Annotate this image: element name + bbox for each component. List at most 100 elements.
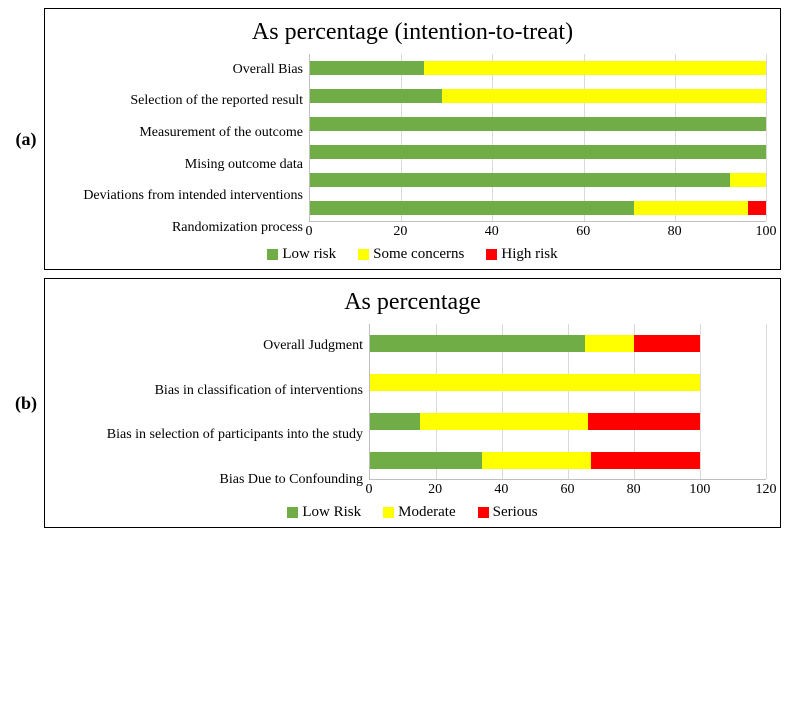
bar-segment	[424, 61, 766, 75]
bar-segment	[370, 452, 482, 469]
stacked-bar	[310, 89, 766, 103]
x-tick-label: 60	[576, 224, 590, 240]
stacked-bar	[370, 452, 700, 469]
legend-item: Moderate	[383, 504, 455, 521]
legend-item: High risk	[486, 246, 557, 263]
bar-segment	[310, 201, 634, 215]
bar-segment	[634, 335, 700, 352]
bar-segment	[482, 452, 591, 469]
x-tick-label: 60	[561, 482, 575, 498]
x-tick-label: 80	[668, 224, 682, 240]
panel-b-legend: Low Risk Moderate Serious	[59, 504, 766, 521]
bar-segment	[310, 117, 766, 131]
panel-a: As percentage (intention-to-treat) Overa…	[44, 8, 781, 270]
category-label: Randomization process	[59, 214, 303, 242]
bar-segment	[442, 89, 766, 103]
legend-swatch	[287, 507, 298, 518]
stacked-bar	[310, 61, 766, 75]
bar-segment	[310, 61, 424, 75]
stacked-bar	[370, 335, 700, 352]
panel-a-x-axis: 020406080100	[309, 222, 766, 244]
panel-a-label: (a)	[8, 129, 44, 150]
x-tick-label: 100	[689, 482, 710, 498]
category-label: Measurement of the outcome	[59, 119, 303, 147]
panel-b-title: As percentage	[59, 289, 766, 316]
legend-swatch	[358, 249, 369, 260]
x-tick-label: 20	[428, 482, 442, 498]
bar-row	[370, 324, 766, 363]
x-tick-label: 100	[756, 224, 777, 240]
category-label: Deviations from intended interventions	[59, 182, 303, 210]
stacked-bar	[310, 201, 766, 215]
panel-b-x-axis: 020406080100120	[369, 480, 766, 502]
bar-row	[310, 194, 766, 222]
panel-a-title: As percentage (intention-to-treat)	[59, 19, 766, 46]
category-label: Bias in classification of interventions	[59, 371, 363, 410]
panel-a-plot	[309, 54, 766, 222]
bar-segment	[591, 452, 700, 469]
bar-segment	[370, 374, 700, 391]
category-label: Overall Judgment	[59, 327, 363, 366]
grid-line	[766, 324, 767, 479]
bar-segment	[370, 413, 420, 430]
legend-item: Some concerns	[358, 246, 464, 263]
bar-segment	[420, 413, 588, 430]
panel-b-category-labels: Overall Judgment Bias in classification o…	[59, 324, 369, 502]
legend-label: Low Risk	[302, 504, 361, 521]
x-tick-label: 120	[756, 482, 777, 498]
stacked-bar	[370, 374, 700, 391]
legend-swatch	[383, 507, 394, 518]
category-label: Bias Due to Confounding	[59, 460, 363, 499]
legend-label: High risk	[501, 246, 557, 263]
legend-label: Low risk	[282, 246, 336, 263]
x-tick-label: 80	[627, 482, 641, 498]
legend-item: Serious	[478, 504, 538, 521]
bar-row	[310, 166, 766, 194]
category-label: Overall Bias	[59, 56, 303, 84]
bar-segment	[585, 335, 635, 352]
legend-swatch	[267, 249, 278, 260]
legend-swatch	[478, 507, 489, 518]
bar-row	[370, 363, 766, 402]
category-label: Selection of the reported result	[59, 87, 303, 115]
panel-b-chart: Overall Judgment Bias in classification o…	[59, 324, 766, 502]
bar-row	[310, 110, 766, 138]
x-tick-label: 0	[306, 224, 313, 240]
stacked-bar	[370, 413, 700, 430]
x-tick-label: 40	[485, 224, 499, 240]
x-tick-label: 20	[393, 224, 407, 240]
bar-segment	[310, 89, 442, 103]
panel-a-row: (a) As percentage (intention-to-treat) O…	[8, 8, 781, 270]
x-tick-label: 40	[494, 482, 508, 498]
panel-a-legend: Low risk Some concerns High risk	[59, 246, 766, 263]
stacked-bar	[310, 173, 766, 187]
panel-b-row: (b) As percentage Overall Judgment Bias i…	[8, 278, 781, 528]
panel-b: As percentage Overall Judgment Bias in cl…	[44, 278, 781, 528]
category-label: Bias in selection of participants into t…	[59, 416, 363, 455]
legend-label: Serious	[493, 504, 538, 521]
panel-b-label: (b)	[8, 393, 44, 414]
bar-row	[310, 54, 766, 82]
bar-row	[310, 138, 766, 166]
bar-row	[370, 441, 766, 480]
bar-segment	[730, 173, 766, 187]
bar-segment	[588, 413, 700, 430]
bar-segment	[370, 335, 585, 352]
bar-row	[370, 402, 766, 441]
stacked-bar	[310, 117, 766, 131]
bar-segment	[748, 201, 766, 215]
panel-a-category-labels: Overall Bias Selection of the reported re…	[59, 54, 309, 244]
legend-item: Low Risk	[287, 504, 361, 521]
panel-a-chart: Overall Bias Selection of the reported re…	[59, 54, 766, 244]
legend-item: Low risk	[267, 246, 336, 263]
grid-line	[766, 54, 767, 221]
category-label: Mising outcome data	[59, 151, 303, 179]
panel-b-plot	[369, 324, 766, 480]
legend-swatch	[486, 249, 497, 260]
bar-row	[310, 82, 766, 110]
bar-segment	[310, 145, 766, 159]
legend-label: Some concerns	[373, 246, 464, 263]
x-tick-label: 0	[366, 482, 373, 498]
stacked-bar	[310, 145, 766, 159]
bar-segment	[310, 173, 730, 187]
